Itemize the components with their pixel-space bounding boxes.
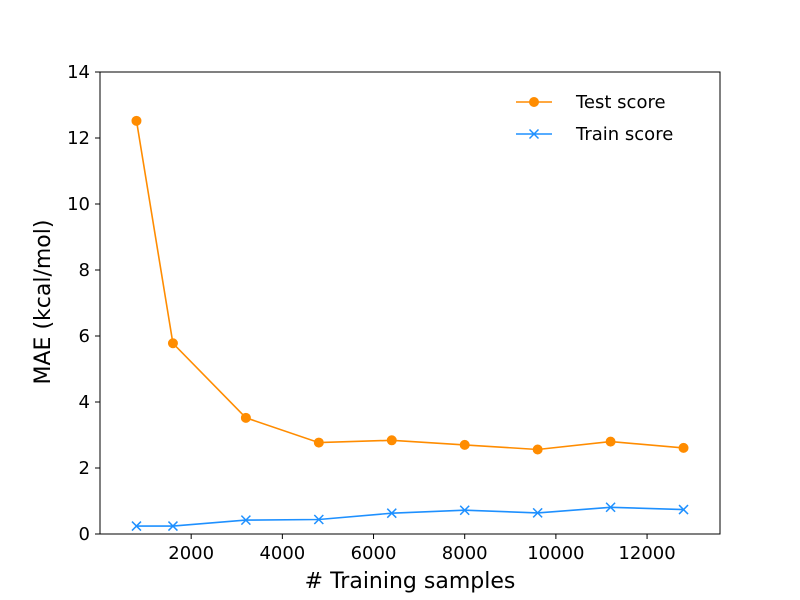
legend-marker xyxy=(529,97,539,107)
legend-marker xyxy=(528,128,540,140)
y-axis-label: MAE (kcal/mol) xyxy=(31,220,56,385)
legend: Test score Train score xyxy=(516,92,673,145)
data-point xyxy=(313,514,324,525)
x-tick-label: 8000 xyxy=(442,543,488,564)
x-axis: 2000 4000 6000 8000 10000 12000 xyxy=(168,534,676,564)
data-point xyxy=(240,412,251,423)
x-tick-label: 2000 xyxy=(168,543,214,564)
y-axis: 0 2 4 6 8 10 12 14 xyxy=(67,62,100,545)
data-point xyxy=(131,115,142,126)
y-tick-label: 12 xyxy=(67,128,90,149)
y-tick-label: 4 xyxy=(79,392,90,413)
legend-entry: Test score xyxy=(516,92,666,113)
x-tick-label: 6000 xyxy=(351,543,397,564)
data-point xyxy=(532,444,543,455)
data-point xyxy=(131,521,142,532)
legend-label: Train score xyxy=(575,124,673,145)
data-point xyxy=(532,507,543,518)
axes-frame xyxy=(99,71,721,535)
x-tick-label: 10000 xyxy=(527,543,584,564)
y-tick-label: 0 xyxy=(79,524,90,545)
data-point xyxy=(605,436,616,447)
data-point xyxy=(678,504,689,515)
data-point xyxy=(386,435,397,446)
series-line xyxy=(136,506,684,527)
legend-entry: Train score xyxy=(516,124,673,145)
y-tick-label: 14 xyxy=(67,62,90,83)
data-point xyxy=(167,521,178,532)
data-point xyxy=(167,338,178,349)
series-test-score xyxy=(131,115,689,455)
data-point xyxy=(313,437,324,448)
data-point xyxy=(678,442,689,453)
y-tick-label: 8 xyxy=(79,260,90,281)
data-point xyxy=(459,439,470,450)
data-point xyxy=(386,508,397,519)
y-tick-label: 10 xyxy=(67,194,90,215)
y-tick-label: 2 xyxy=(79,458,90,479)
y-tick-label: 6 xyxy=(79,326,90,347)
x-tick-label: 4000 xyxy=(259,543,305,564)
data-point xyxy=(605,502,616,513)
legend-label: Test score xyxy=(575,92,666,113)
data-point xyxy=(240,515,251,526)
data-point xyxy=(459,505,470,516)
x-tick-label: 12000 xyxy=(618,543,675,564)
series-train-score xyxy=(131,502,689,532)
series-line xyxy=(135,120,684,451)
x-axis-label: # Training samples xyxy=(305,569,516,594)
plot-area xyxy=(99,71,721,535)
